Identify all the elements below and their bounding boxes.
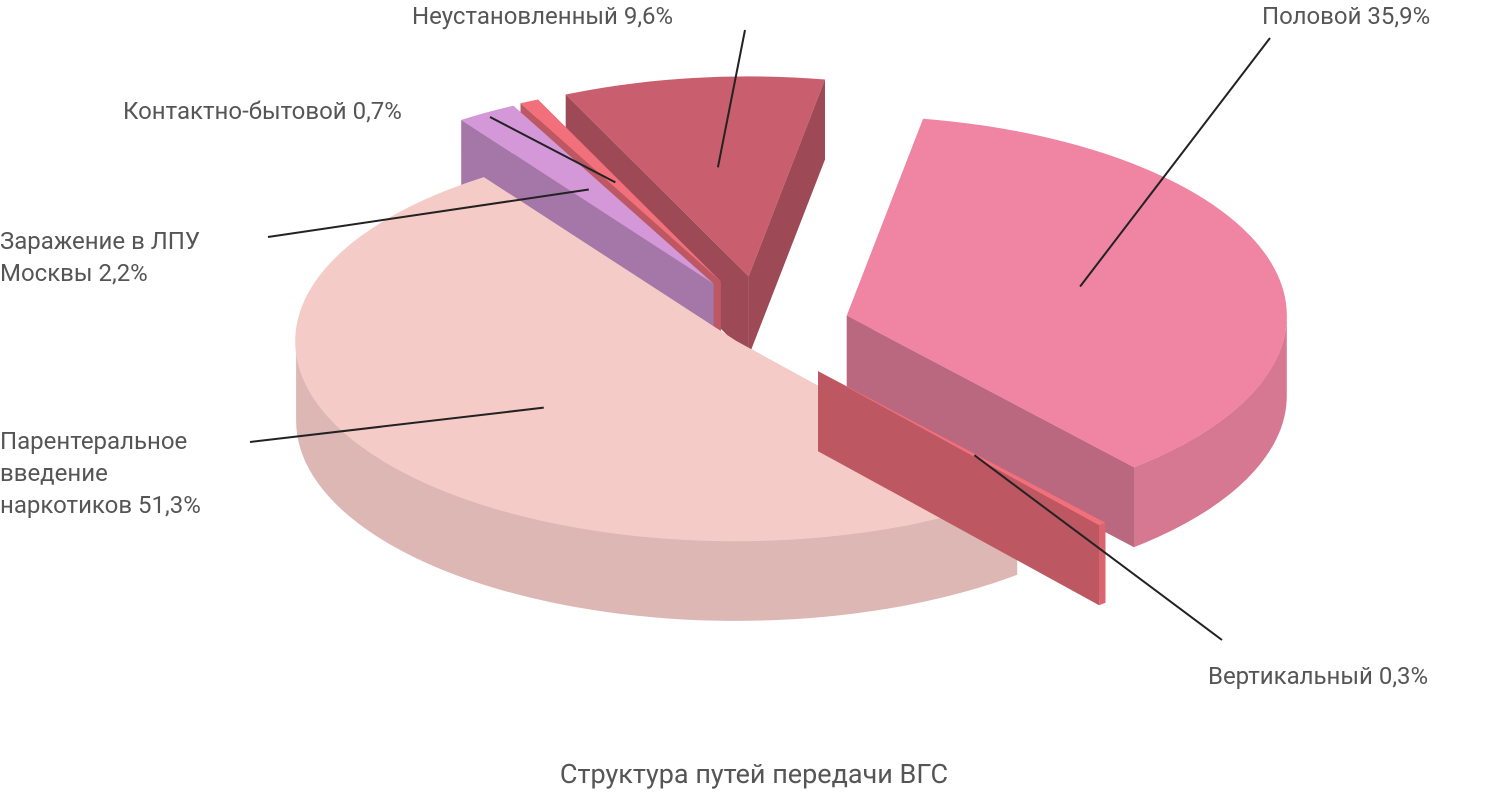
slice-label: Парентеральное введение наркотиков 51,3% bbox=[0, 425, 240, 521]
value-label: 0,3% bbox=[1378, 662, 1429, 690]
slice bbox=[818, 371, 1106, 526]
slice bbox=[461, 105, 714, 284]
leader-line bbox=[716, 29, 746, 168]
category-label: Контактно-бытовой bbox=[123, 97, 347, 125]
category-label: Заражение в ЛПУ Москвы bbox=[0, 227, 200, 287]
chart-title: Структура путей передачи ВГС bbox=[559, 758, 949, 790]
slice-side bbox=[846, 315, 1134, 548]
slice bbox=[520, 99, 721, 282]
slice bbox=[846, 118, 1287, 468]
slice-label: Неустановленный 9,6% bbox=[412, 0, 673, 32]
value-label: 0,7% bbox=[352, 97, 402, 125]
value-label: 2,2% bbox=[98, 259, 148, 287]
slice-side bbox=[818, 371, 1100, 606]
category-label: Половой bbox=[1262, 2, 1362, 30]
value-label: 9,6% bbox=[623, 2, 674, 30]
leader-line bbox=[489, 116, 616, 184]
leader-line bbox=[267, 188, 589, 238]
category-label: Парентеральное введение наркотиков bbox=[0, 427, 188, 519]
leader-line bbox=[973, 454, 1223, 641]
value-label: 35,9% bbox=[1367, 2, 1431, 30]
slice-wall bbox=[296, 340, 1018, 621]
slice-wall bbox=[1134, 315, 1287, 548]
slice bbox=[565, 76, 825, 277]
category-label: Вертикальный bbox=[1208, 662, 1373, 690]
value-label: 51,3% bbox=[138, 491, 201, 519]
slice-label: Контактно-бытовой 0,7% bbox=[123, 95, 402, 127]
slice-label: Половой 35,9% bbox=[1262, 0, 1430, 32]
slice-wall bbox=[1099, 522, 1106, 606]
slice-label: Вертикальный 0,3% bbox=[1208, 660, 1428, 692]
leader-line bbox=[1079, 37, 1271, 288]
leader-line bbox=[249, 406, 544, 443]
category-label: Неустановленный bbox=[412, 2, 618, 30]
slice-label: Заражение в ЛПУ Москвы 2,2% bbox=[0, 225, 250, 289]
slice-side bbox=[748, 79, 825, 357]
